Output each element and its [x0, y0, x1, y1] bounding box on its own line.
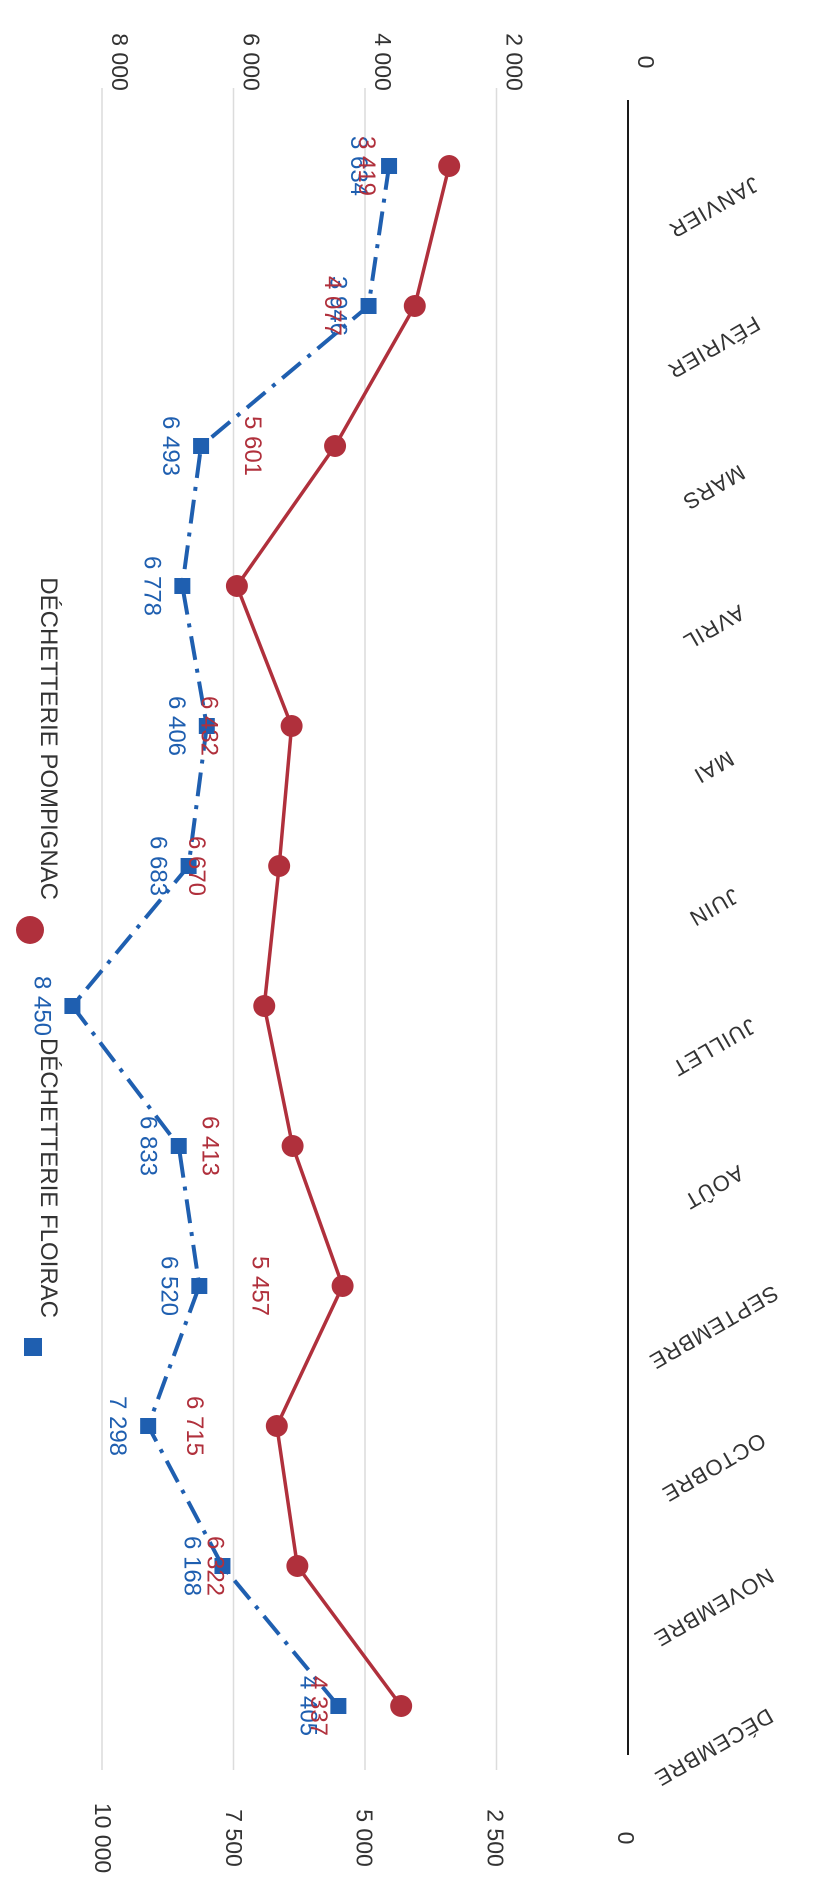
pompignac-data-label: 6 715 — [181, 1396, 208, 1456]
right-axis-tick-label: 2 000 — [502, 33, 528, 91]
floirac-data-label: 6 168 — [178, 1536, 205, 1596]
pompignac-data-label: 4 077 — [319, 276, 346, 336]
pompignac-data-label: 6 322 — [201, 1536, 228, 1596]
floirac-data-label: 6 406 — [163, 696, 190, 756]
pompignac-point-marker — [324, 435, 347, 457]
floirac-data-label: 3 634 — [345, 136, 372, 196]
right-axis-tick-label: 4 000 — [370, 33, 396, 91]
floirac-data-label: 6 520 — [155, 1256, 182, 1316]
right-axis-tick-label: 6 000 — [239, 33, 265, 91]
floirac-point-marker — [381, 158, 398, 174]
x-axis-category-label: MAI — [689, 746, 738, 789]
right-axis-tick-label: 8 000 — [107, 33, 133, 91]
pompignac-point-marker — [403, 295, 426, 317]
legend-label-floirac: DÉCHETTERIE FLOIRAC — [35, 1038, 62, 1318]
floirac-point-marker — [214, 1558, 231, 1574]
x-axis-category-label: JUILLET — [667, 1013, 760, 1081]
pompignac-data-label: 3 419 — [353, 136, 380, 196]
floirac-data-label: 4 405 — [294, 1676, 321, 1736]
series-line-floirac — [69, 165, 392, 1708]
pompignac-point-marker — [438, 155, 461, 177]
floirac-point-marker — [180, 858, 197, 874]
pompignac-point-marker — [268, 855, 291, 877]
pompignac-point-marker — [281, 1135, 304, 1157]
series-line-pompignac — [234, 165, 451, 1708]
floirac-data-label: 6 683 — [145, 836, 172, 896]
x-axis-category-label: JANVIER — [664, 172, 763, 244]
x-axis-category-label: JUIN — [685, 883, 743, 931]
x-axis-category-label: AOÛT — [679, 1160, 748, 1214]
x-axis-category-label: SEPTEMBRE — [645, 1280, 783, 1374]
floirac-point-marker — [193, 438, 210, 454]
pompignac-point-marker — [390, 1695, 413, 1717]
x-axis-category-label: OCTOBRE — [658, 1428, 770, 1507]
floirac-data-label: 6 833 — [135, 1116, 162, 1176]
pompignac-data-label: 5 457 — [247, 1256, 274, 1316]
left-axis-tick-label: 7 500 — [221, 1809, 247, 1867]
floirac-data-label: 6 778 — [138, 556, 165, 616]
floirac-data-label: 7 298 — [104, 1396, 131, 1456]
pompignac-data-label: 6 413 — [197, 1116, 224, 1176]
floirac-point-marker — [140, 1418, 157, 1434]
floirac-point-marker — [330, 1698, 347, 1714]
x-axis-category-label: AVRIL — [679, 600, 749, 655]
x-axis-category-label: FÉVRIER — [663, 311, 764, 384]
legend-swatch-floirac — [24, 1338, 42, 1356]
legend-label-pompignac: DÉCHETTERIE POMPIGNAC — [35, 577, 62, 900]
left-axis-tick-label: 0 — [613, 1832, 639, 1845]
pompignac-data-label: 6 432 — [196, 696, 223, 756]
floirac-point-marker — [174, 578, 191, 594]
legend-swatch-pompignac — [16, 916, 44, 944]
left-axis-tick-label: 2 500 — [482, 1809, 508, 1867]
floirac-data-label: 3 946 — [325, 276, 352, 336]
pompignac-point-marker — [225, 575, 248, 597]
pompignac-data-label: 5 601 — [239, 416, 266, 476]
floirac-point-marker — [191, 1278, 208, 1294]
pompignac-point-marker — [253, 995, 276, 1017]
pompignac-point-marker — [280, 715, 303, 737]
x-axis-category-label: NOVEMBRE — [650, 1563, 778, 1652]
floirac-point-marker — [198, 718, 215, 734]
pompignac-point-marker — [331, 1275, 354, 1297]
pompignac-data-label: 6 670 — [183, 836, 210, 896]
floirac-point-marker — [170, 1138, 187, 1154]
left-axis-tick-label: 5 000 — [352, 1809, 378, 1867]
pompignac-point-marker — [286, 1555, 309, 1577]
left-axis-tick-label: 10 000 — [90, 1803, 116, 1873]
right-axis-tick-label: 0 — [633, 56, 659, 69]
pompignac-point-marker — [265, 1415, 288, 1437]
x-axis-category-label: DÉCEMBRE — [650, 1703, 777, 1791]
floirac-data-label: 6 493 — [157, 416, 184, 476]
pompignac-data-label: 4 337 — [305, 1676, 332, 1736]
floirac-point-marker — [64, 998, 81, 1014]
floirac-point-marker — [360, 298, 377, 314]
x-axis-category-label: MARS — [678, 460, 749, 515]
floirac-data-label: 8 450 — [28, 976, 55, 1036]
